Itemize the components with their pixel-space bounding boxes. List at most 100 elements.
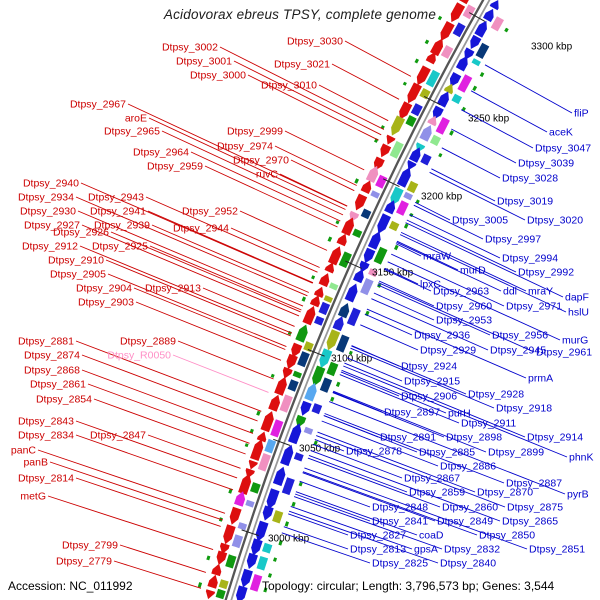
gene-feature	[415, 199, 420, 204]
gene-feature	[328, 282, 339, 291]
gene-feature	[205, 589, 216, 600]
gene-feature	[451, 93, 462, 105]
gene-feature	[256, 556, 269, 571]
gene-feature	[332, 316, 344, 332]
gene-label: Dtpsy_2799	[62, 540, 118, 552]
gene-label: Dtpsy_2865	[502, 516, 558, 528]
gene-label: Dtpsy_2929	[420, 345, 476, 357]
gene-feature	[457, 74, 473, 93]
leader-line	[105, 259, 291, 337]
gene-feature	[288, 423, 302, 445]
gene-feature	[455, 55, 468, 72]
leader-line	[81, 354, 258, 422]
figure-title: Acidovorax ebreus TPSY, complete genome	[163, 7, 437, 22]
gene-feature	[302, 306, 316, 326]
leader-line	[351, 345, 467, 395]
leader-line	[113, 560, 202, 589]
leader-line	[80, 182, 313, 284]
gene-label: Dtpsy_2943	[88, 192, 144, 204]
gene-feature	[386, 134, 396, 145]
gene-feature	[354, 178, 359, 184]
gene-feature	[346, 307, 361, 327]
leader-line	[148, 117, 346, 210]
gene-label: mraY	[528, 286, 553, 298]
gene-feature	[461, 106, 466, 112]
leader-line	[304, 467, 528, 550]
gene-feature	[295, 324, 308, 343]
gene-label: Dtpsy_2881	[18, 336, 74, 348]
gene-feature	[215, 588, 226, 600]
gene-feature	[328, 246, 342, 266]
leader-line	[396, 240, 459, 271]
gene-feature	[292, 370, 302, 379]
gene-label: Dtpsy_2910	[48, 255, 104, 267]
gene-feature	[353, 269, 364, 284]
gene-feature	[293, 452, 304, 462]
gene-feature	[207, 574, 218, 589]
gene-label: Dtpsy_2914	[527, 432, 583, 444]
gene-feature	[424, 39, 430, 45]
leader-line	[147, 210, 314, 284]
gene-label: Dtpsy_2925	[92, 241, 148, 253]
gene-feature	[248, 459, 258, 470]
leader-line	[406, 219, 517, 273]
gene-label: Dtpsy_2875	[507, 502, 563, 514]
leader-line	[230, 227, 320, 268]
gene-feature	[437, 15, 443, 21]
gene-feature	[266, 488, 280, 510]
leader-line	[172, 354, 269, 393]
gene-feature	[335, 334, 350, 353]
gene-feature	[256, 431, 267, 443]
figure-footer: Accession: NC_011992 Topology: circular;…	[0, 577, 600, 593]
gene-feature	[279, 394, 293, 413]
leader-line	[377, 284, 491, 336]
leader-line	[329, 401, 566, 495]
gene-feature	[256, 410, 261, 416]
gene-feature	[396, 200, 409, 216]
gene-feature	[297, 351, 310, 368]
gene-label: aceK	[549, 127, 573, 139]
gene-feature	[389, 140, 404, 159]
gene-label: Dtpsy_2887	[506, 478, 562, 490]
gene-feature	[425, 52, 436, 65]
gene-feature	[278, 539, 283, 546]
gene-label: murG	[562, 335, 588, 347]
gene-label: Dtpsy_2834	[18, 430, 74, 442]
gene-feature	[407, 82, 422, 104]
leader-line	[239, 210, 328, 251]
gene-feature	[489, 0, 499, 11]
leader-line	[373, 292, 435, 321]
gene-label: Dtpsy_2841	[372, 516, 428, 528]
gene-label: Dtpsy_2854	[36, 394, 92, 406]
leader-line	[274, 145, 357, 186]
leader-line	[321, 420, 439, 467]
leader-line	[324, 413, 505, 484]
leader-line	[460, 109, 534, 149]
gene-feature	[416, 65, 431, 86]
gene-feature	[249, 574, 263, 592]
gene-feature	[344, 283, 358, 303]
gene-feature	[267, 573, 272, 578]
gene-feature	[355, 193, 368, 211]
gene-feature	[255, 520, 269, 542]
gene-feature	[318, 301, 331, 316]
leader-line	[110, 231, 301, 313]
gene-label: Dtpsy_2970	[233, 155, 289, 167]
leader-line	[37, 449, 226, 514]
tick-label: 3200 kbp	[421, 192, 463, 203]
gene-label: pyrB	[567, 489, 589, 501]
tick-label: 3050 kbp	[299, 444, 341, 455]
leader-line	[75, 420, 238, 479]
gene-feature	[206, 555, 211, 561]
leader-line	[405, 222, 564, 298]
leader-line	[312, 443, 403, 479]
gene-label: lpxC	[420, 279, 441, 291]
tick-mark	[307, 349, 325, 357]
gene-feature	[240, 568, 253, 588]
gene-label: Dtpsy_2961	[536, 347, 592, 359]
gene-label: Dtpsy_2849	[437, 516, 493, 528]
gene-feature	[471, 58, 481, 67]
gene-label: Dtpsy_2889	[120, 336, 176, 348]
gene-feature	[402, 81, 407, 86]
